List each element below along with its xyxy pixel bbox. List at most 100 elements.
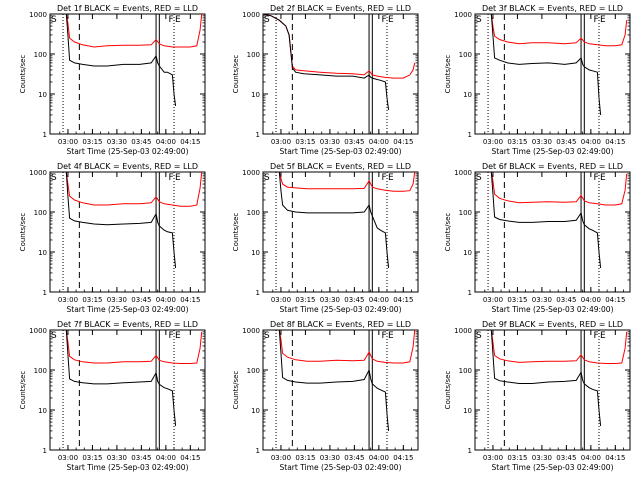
x-tick-label: 03:45 xyxy=(556,138,576,146)
series-line-lld xyxy=(65,330,203,364)
panel-title: Det 3f BLACK = Events, RED = LLD xyxy=(482,4,623,13)
y-tick-label: 100 xyxy=(247,209,260,217)
x-tick-label: 03:00 xyxy=(271,138,291,146)
x-tick-label: 03:00 xyxy=(58,454,78,462)
series-line-events xyxy=(278,330,390,431)
x-tick-label: 04:00 xyxy=(156,138,176,146)
x-tick-label: 03:45 xyxy=(556,454,576,462)
marker-label-f: F xyxy=(381,173,386,183)
panel-det2f: Det 2f BLACK = Events, RED = LLD 1 10 100 10… xyxy=(232,4,419,156)
series-line-lld xyxy=(65,172,203,207)
x-tick-label: 03:30 xyxy=(532,138,552,146)
x-tick-label: 03:30 xyxy=(320,454,340,462)
x-tick-label: 03:30 xyxy=(107,296,127,304)
y-tick-label: 10 xyxy=(251,91,260,99)
y-axis-label: Counts/sec xyxy=(19,213,27,252)
plot-frame xyxy=(49,171,206,293)
series-line-events xyxy=(263,14,390,110)
y-axis-label: Counts/sec xyxy=(232,213,240,252)
series-line-lld xyxy=(490,330,628,364)
x-tick-label: 03:00 xyxy=(483,296,503,304)
x-tick-label: 04:15 xyxy=(605,296,625,304)
panel-title: Det 9f BLACK = Events, RED = LLD xyxy=(482,320,623,329)
series-group xyxy=(65,14,203,107)
y-tick-label: 10 xyxy=(463,407,472,415)
series-group xyxy=(490,172,628,268)
x-tick-label: 03:45 xyxy=(344,138,364,146)
panel-title: Det 1f BLACK = Events, RED = LLD xyxy=(57,4,198,13)
y-tick-label: 100 xyxy=(459,51,472,59)
y-tick-label: 10 xyxy=(251,407,260,415)
x-tick-label: 03:15 xyxy=(507,454,527,462)
y-tick-label: 1 xyxy=(468,131,472,139)
y-tick-label: 1000 xyxy=(454,169,472,177)
y-tick-label: 10 xyxy=(38,249,47,257)
x-tick-label: 03:00 xyxy=(58,296,78,304)
x-tick-label: 04:00 xyxy=(156,296,176,304)
series-line-lld xyxy=(278,172,416,192)
x-axis-label: Start Time (25-Sep-03 02:49:00) xyxy=(492,463,614,472)
panel-det5f: Det 5f BLACK = Events, RED = LLD 1 10 100 10… xyxy=(232,162,419,314)
marker-label-e: E xyxy=(388,15,394,25)
y-axis-label: Counts/sec xyxy=(19,371,27,410)
panel-det1f: Det 1f BLACK = Events, RED = LLD 1 10 100 10… xyxy=(19,4,206,156)
x-tick-label: 03:00 xyxy=(58,138,78,146)
panel-title: Det 6f BLACK = Events, RED = LLD xyxy=(482,162,623,171)
series-line-lld xyxy=(278,330,416,364)
x-tick-label: 03:45 xyxy=(344,454,364,462)
series-group xyxy=(263,14,416,110)
x-tick-label: 04:00 xyxy=(156,454,176,462)
x-tick-label: 03:30 xyxy=(107,454,127,462)
y-tick-label: 1000 xyxy=(454,327,472,335)
x-axis-label: Start Time (25-Sep-03 02:49:00) xyxy=(67,305,189,314)
series-group xyxy=(278,172,416,268)
panel-title: Det 4f BLACK = Events, RED = LLD xyxy=(57,162,198,171)
panel-det9f: Det 9f BLACK = Events, RED = LLD 1 10 100 10… xyxy=(444,320,631,472)
y-tick-label: 1000 xyxy=(242,327,260,335)
x-tick-label: 04:00 xyxy=(369,454,389,462)
series-line-events xyxy=(65,172,177,268)
marker-label-f: F xyxy=(593,15,598,25)
x-tick-label: 03:30 xyxy=(320,296,340,304)
y-tick-label: 100 xyxy=(34,51,47,59)
x-axis-label: Start Time (25-Sep-03 02:49:00) xyxy=(280,147,402,156)
plot-frame xyxy=(474,171,631,293)
x-tick-label: 04:00 xyxy=(581,296,601,304)
marker-label-e: E xyxy=(600,331,606,341)
x-tick-label: 03:30 xyxy=(320,138,340,146)
x-tick-label: 03:15 xyxy=(507,296,527,304)
x-tick-label: 03:15 xyxy=(295,296,315,304)
x-tick-label: 03:45 xyxy=(131,454,151,462)
panel-title: Det 7f BLACK = Events, RED = LLD xyxy=(57,320,198,329)
plot-frame xyxy=(474,329,631,451)
x-axis-label: Start Time (25-Sep-03 02:49:00) xyxy=(280,463,402,472)
panel-title: Det 8f BLACK = Events, RED = LLD xyxy=(270,320,411,329)
y-tick-label: 10 xyxy=(38,407,47,415)
y-tick-label: 1000 xyxy=(242,169,260,177)
marker-label-s: S xyxy=(264,15,270,25)
series-line-events xyxy=(65,14,177,107)
x-tick-label: 04:15 xyxy=(180,296,200,304)
panel-det7f: Det 7f BLACK = Events, RED = LLD 1 10 100 10… xyxy=(19,320,206,472)
y-tick-label: 10 xyxy=(463,91,472,99)
x-tick-label: 03:15 xyxy=(507,138,527,146)
plot-frame xyxy=(49,13,206,135)
y-tick-label: 1 xyxy=(468,289,472,297)
y-tick-label: 100 xyxy=(247,51,260,59)
y-axis-label: Counts/sec xyxy=(444,213,452,252)
x-tick-label: 04:00 xyxy=(369,296,389,304)
x-tick-label: 04:15 xyxy=(393,296,413,304)
marker-label-f: F xyxy=(593,331,598,341)
plot-frame xyxy=(262,329,419,451)
y-tick-label: 10 xyxy=(251,249,260,257)
y-tick-label: 100 xyxy=(34,367,47,375)
y-tick-label: 1000 xyxy=(454,11,472,19)
series-line-events xyxy=(65,330,177,426)
x-tick-label: 03:45 xyxy=(131,296,151,304)
y-axis-label: Counts/sec xyxy=(232,55,240,94)
marker-label-s: S xyxy=(51,15,57,25)
y-axis-label: Counts/sec xyxy=(19,55,27,94)
x-axis-label: Start Time (25-Sep-03 02:49:00) xyxy=(492,305,614,314)
x-tick-label: 04:15 xyxy=(393,138,413,146)
x-axis-label: Start Time (25-Sep-03 02:49:00) xyxy=(67,147,189,156)
